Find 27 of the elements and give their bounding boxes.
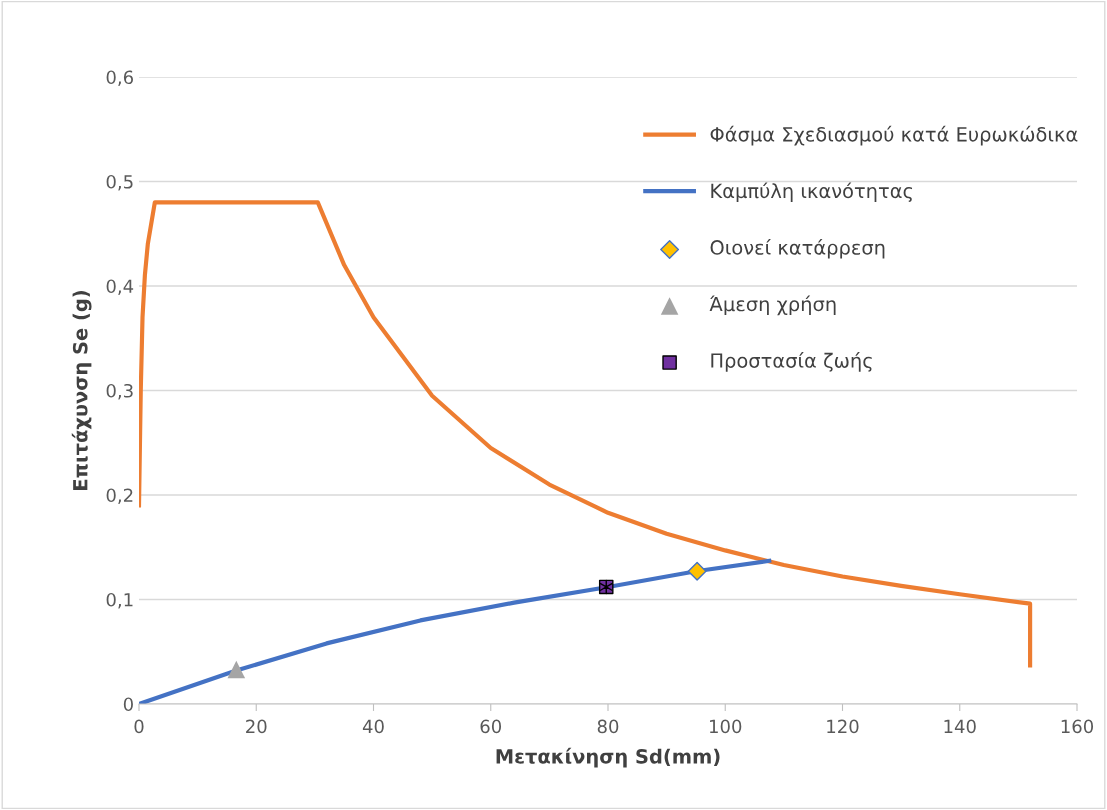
x-tick-label: 140 bbox=[944, 719, 976, 734]
point bbox=[227, 660, 246, 679]
point bbox=[687, 561, 707, 581]
legend-label: Οιονεί κατάρρεση bbox=[710, 238, 885, 259]
legend-label: Προστασία ζωής bbox=[711, 352, 872, 372]
x-tick-label: 20 bbox=[246, 719, 267, 734]
line-series bbox=[139, 200, 1033, 668]
x-tick-label: 100 bbox=[710, 719, 742, 734]
y-tick-label: 0,2 bbox=[106, 488, 133, 504]
y-tick-label: 0 bbox=[123, 697, 133, 712]
legend-label: Φάσμα Σχεδιασμού κατά Ευρωκώδικα bbox=[710, 125, 1078, 146]
legend-label: Άμεση χρήση bbox=[709, 295, 836, 316]
x-tick-label: 40 bbox=[362, 719, 384, 734]
x-tick-label: 160 bbox=[1061, 719, 1094, 734]
y-tick-label: 0,6 bbox=[106, 70, 133, 86]
y-tick-label: 0,5 bbox=[106, 174, 133, 191]
x-tick-label: 120 bbox=[827, 719, 859, 734]
legend-label: Καμπύλη ικανότητας bbox=[711, 182, 913, 203]
y-axis-title: Επιτάχυνση Se (g) bbox=[71, 291, 92, 490]
y-tick-label: 0,3 bbox=[106, 383, 133, 400]
y-tick-label: 0,4 bbox=[106, 279, 134, 295]
x-tick-label: 80 bbox=[597, 719, 619, 734]
x-tick-label: 60 bbox=[480, 719, 502, 734]
y-tick-label: 0,1 bbox=[106, 592, 133, 609]
line-series bbox=[139, 558, 772, 704]
x-axis-title: Μετακίνηση Sd(mm) bbox=[496, 747, 720, 768]
x-tick-label: 0 bbox=[134, 719, 144, 734]
